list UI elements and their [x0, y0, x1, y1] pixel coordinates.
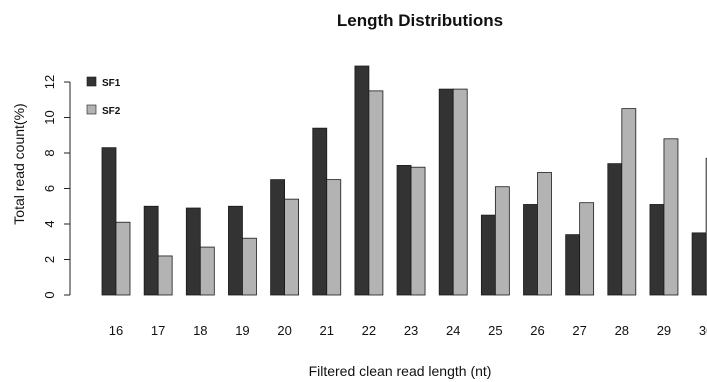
y-tick-label: 6	[42, 185, 57, 192]
bars-group	[101, 65, 707, 296]
bar-sf2-28	[621, 108, 637, 296]
bar-sf2-16	[115, 221, 131, 296]
y-tick-label: 8	[42, 149, 57, 156]
x-axis-label: Filtered clean read length (nt)	[309, 363, 492, 379]
bar-sf2-27	[579, 202, 595, 296]
bar-sf1-26	[523, 204, 538, 296]
bar-sf1-25	[480, 214, 496, 296]
bar-sf1-16	[101, 147, 117, 296]
legend-label-sf2: SF2	[102, 106, 121, 117]
x-tick-label: 30	[699, 323, 707, 338]
bar-sf1-24	[438, 88, 454, 296]
y-tick-label: 0	[42, 291, 57, 298]
x-tick-label: 17	[151, 323, 165, 338]
bar-sf1-30	[691, 232, 707, 296]
y-tick-label: 4	[42, 220, 57, 227]
legend-swatch-sf2	[86, 104, 97, 115]
x-tick-label: 19	[235, 323, 249, 338]
x-tick-label: 18	[193, 323, 207, 338]
bar-sf2-17	[157, 255, 173, 296]
bar-sf2-20	[284, 198, 300, 296]
x-tick-label: 20	[277, 323, 291, 338]
x-tick-label: 23	[404, 323, 418, 338]
legend: SF1 SF2	[86, 76, 121, 117]
x-tick-label: 29	[657, 323, 671, 338]
legend-swatch-sf1	[86, 76, 97, 87]
bar-sf2-19	[242, 237, 257, 296]
bar-sf2-25	[494, 186, 510, 296]
x-tick-label: 24	[446, 323, 460, 338]
legend-label-sf1: SF1	[102, 78, 121, 89]
bar-sf2-29	[663, 138, 679, 296]
bar-sf1-20	[270, 179, 286, 296]
y-axis-label: Total read count(%)	[11, 103, 27, 224]
bar-sf1-28	[607, 163, 623, 296]
bar-sf1-29	[649, 204, 665, 296]
bar-sf1-21	[312, 127, 328, 296]
bar-sf1-18	[185, 207, 201, 296]
x-tick-label: 25	[488, 323, 502, 338]
x-tick-label: 28	[615, 323, 629, 338]
bar-sf2-26	[537, 172, 552, 296]
bar-sf1-17	[143, 205, 159, 296]
x-tick-label: 22	[362, 323, 376, 338]
bar-sf2-22	[368, 90, 384, 296]
bar-sf2-18	[199, 246, 215, 296]
bar-sf1-27	[565, 234, 581, 296]
y-tick-label: 2	[42, 256, 57, 263]
y-axis-ticks: 0 2 4 6 8 10 12	[42, 75, 70, 299]
y-tick-label: 10	[42, 110, 57, 124]
bar-sf1-23	[396, 165, 412, 296]
x-tick-label: 27	[572, 323, 586, 338]
bar-sf1-22	[354, 65, 370, 296]
bar-sf2-23	[410, 166, 426, 296]
bar-sf1-19	[228, 205, 243, 296]
chart-title: Length Distributions	[337, 11, 503, 30]
bar-sf2-24	[452, 88, 468, 296]
x-axis-tick-labels: 16 17 18 19 20 21 22 23 24 25 26 27 28 29 30	[109, 323, 707, 338]
bar-sf2-21	[326, 179, 342, 296]
x-tick-label: 21	[320, 323, 334, 338]
x-tick-label: 16	[109, 323, 123, 338]
x-tick-label: 26	[530, 323, 544, 338]
y-tick-label: 12	[42, 75, 57, 89]
